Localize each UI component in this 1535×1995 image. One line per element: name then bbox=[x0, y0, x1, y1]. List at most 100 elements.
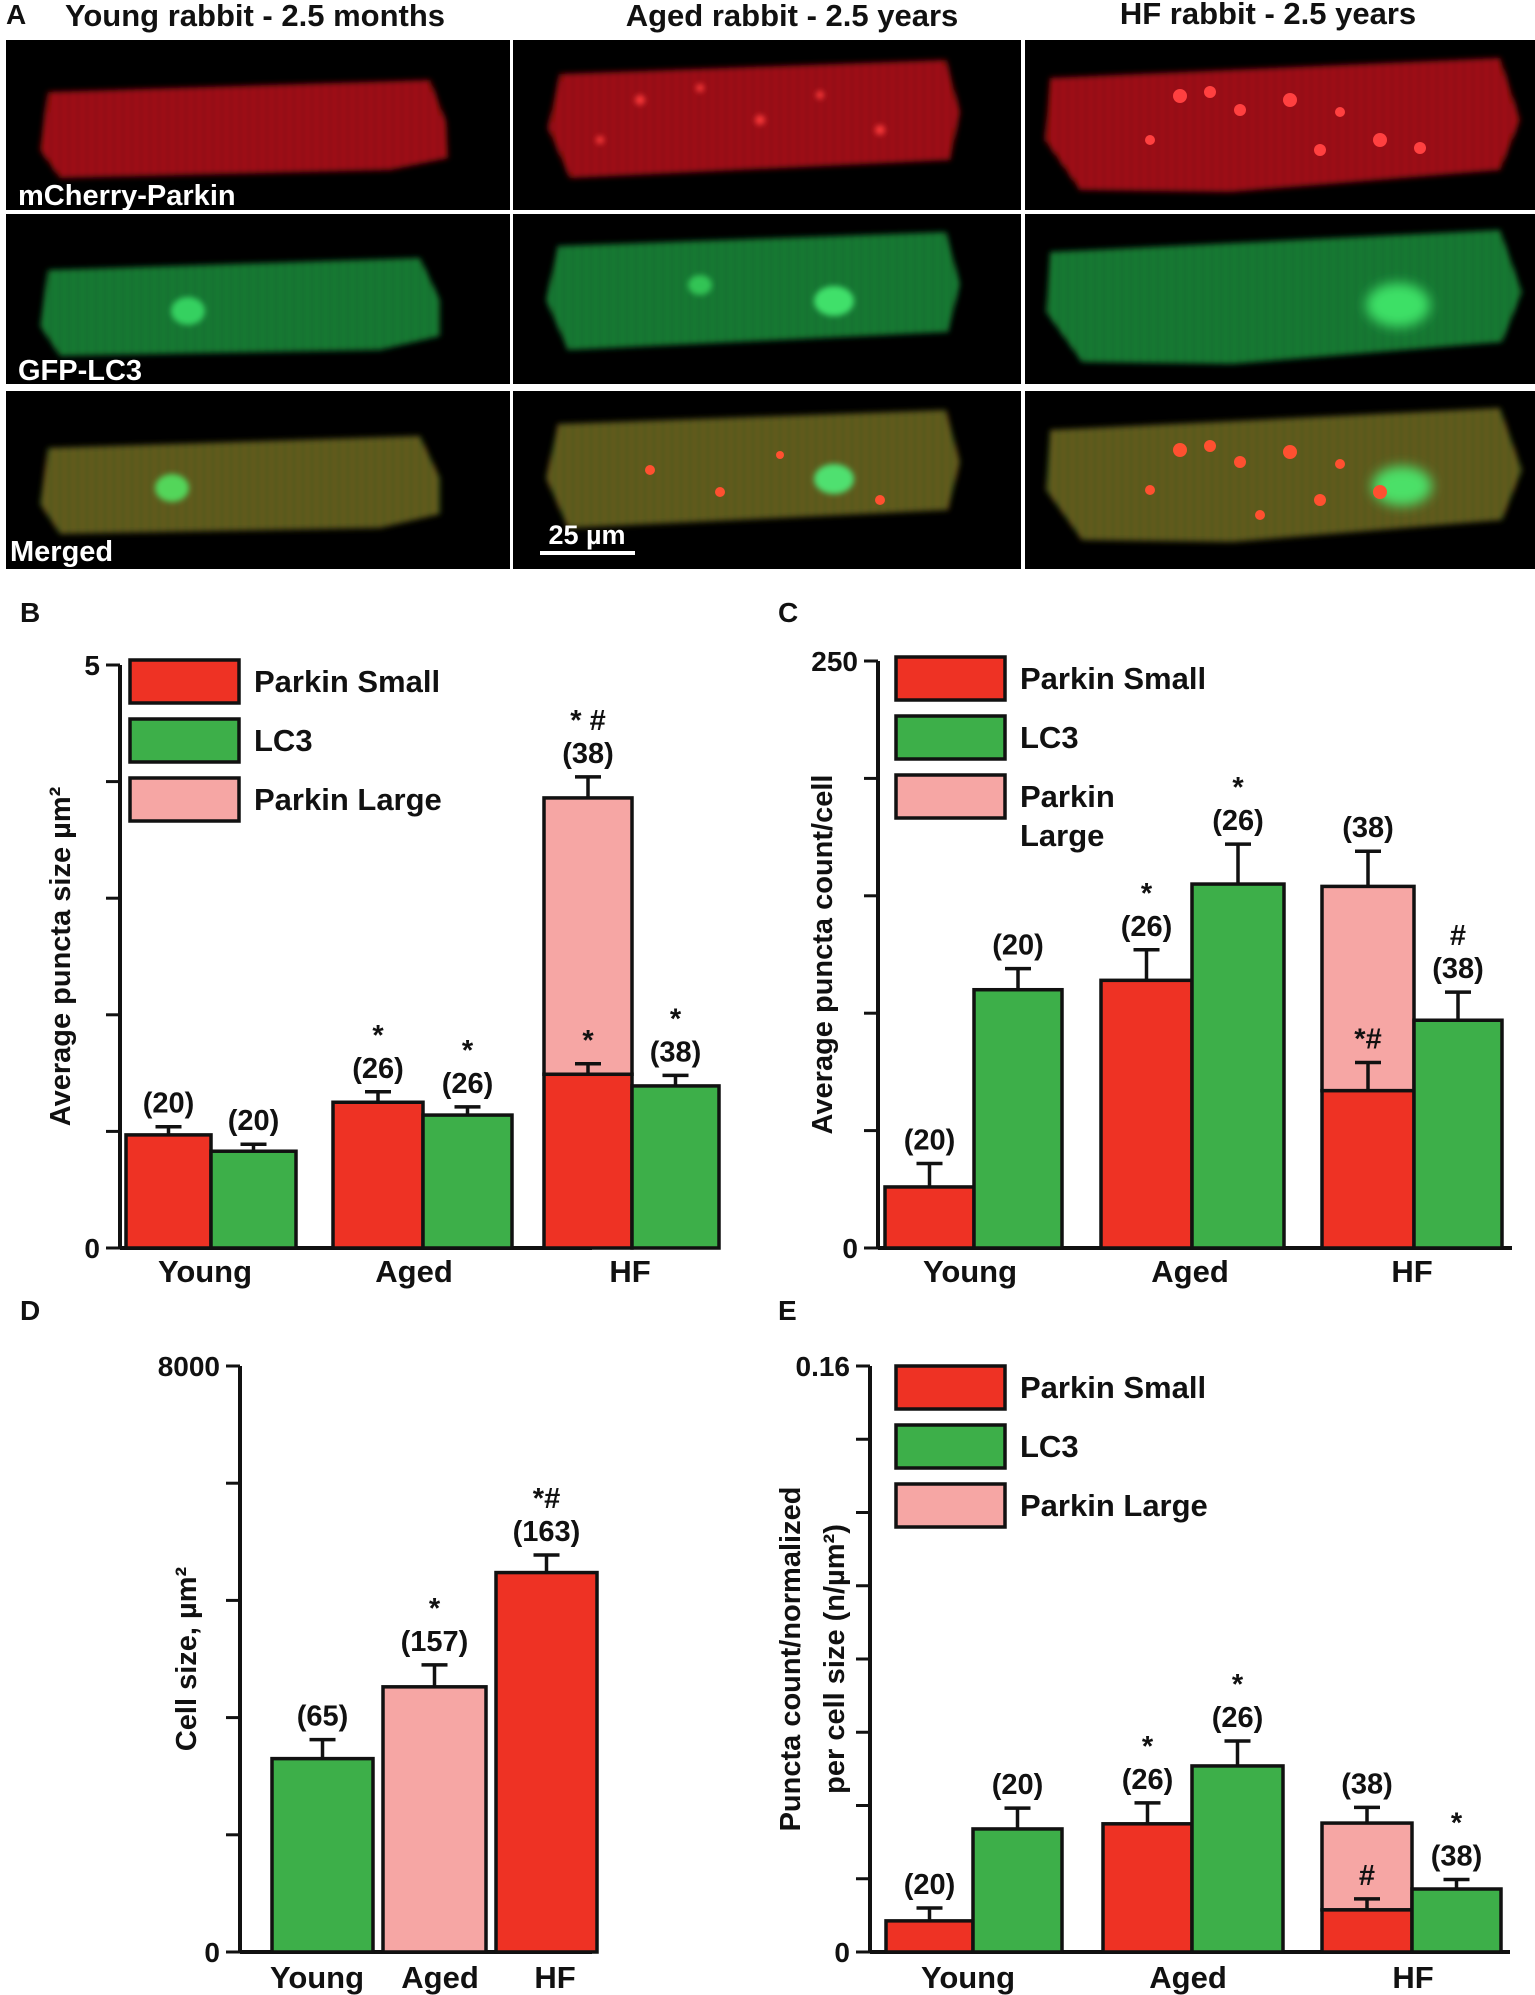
bar-annotation: # bbox=[1450, 920, 1466, 952]
bar-annotation: (38) bbox=[1342, 812, 1394, 844]
column-title-aged: Aged rabbit - 2.5 years bbox=[626, 0, 959, 33]
bar-annotation: (26) bbox=[352, 1053, 404, 1085]
bar-annotation: (26) bbox=[1212, 1702, 1264, 1734]
tile-hf-merged bbox=[1025, 391, 1535, 569]
bar-annotation: (20) bbox=[228, 1105, 280, 1137]
y-axis-label: per cell size (n/µm²) bbox=[819, 1524, 851, 1794]
category-label: Aged bbox=[1149, 1960, 1227, 1995]
scale-bar-label: 25 µm bbox=[548, 520, 625, 550]
bar-annotation: (26) bbox=[442, 1068, 494, 1100]
bar-annotation: (20) bbox=[143, 1088, 195, 1120]
bar-lc3 bbox=[1412, 1018, 1504, 1250]
bar-lc3 bbox=[971, 1827, 1064, 1954]
panel-a: A Young rabbit - 2.5 months Aged rabbit … bbox=[6, 0, 1535, 569]
bar-lc3 bbox=[209, 1149, 298, 1250]
y-axis-label: Puncta count/normalized bbox=[775, 1487, 807, 1832]
panel-a-letter: A bbox=[6, 0, 26, 30]
legend-swatch bbox=[894, 655, 1007, 702]
legend-entry: LC3 bbox=[1020, 1429, 1079, 1464]
tile-hf-lc3 bbox=[1025, 214, 1535, 384]
chart-d: D 0 8000 Cell size, µm² Young Aged HF bbox=[20, 1295, 599, 1995]
legend-swatch bbox=[894, 1423, 1007, 1470]
bar-parkin-small bbox=[542, 1072, 634, 1250]
bar-annotation: * bbox=[1451, 1807, 1463, 1839]
legend-entry: Parkin Small bbox=[1020, 661, 1206, 696]
bar-annotation: *# bbox=[1354, 1024, 1381, 1056]
bar-annotation: * bbox=[372, 1020, 384, 1052]
bar-annotation: (38) bbox=[650, 1036, 702, 1068]
bar-annotation: (38) bbox=[1432, 953, 1484, 985]
bar-annotation: (20) bbox=[992, 1769, 1044, 1801]
category-label: Young bbox=[921, 1960, 1015, 1995]
bar-lc3 bbox=[972, 987, 1064, 1250]
bar-annotation: * # bbox=[570, 705, 605, 737]
y-tick-label: 0 bbox=[84, 1233, 100, 1264]
bar-parkin-small bbox=[1320, 1088, 1416, 1250]
bar-annotation: * bbox=[462, 1035, 474, 1067]
bar-lc3 bbox=[1190, 1764, 1285, 1954]
legend-entry: Parkin Large bbox=[1020, 1488, 1208, 1523]
bar-parkin-small bbox=[331, 1100, 425, 1250]
chart-b: B 0 5 Average puncta size µm² Young Aged HF Par… bbox=[20, 597, 721, 1289]
y-tick-label: 8000 bbox=[158, 1351, 220, 1382]
bar-annotation: * bbox=[582, 1025, 594, 1057]
y-tick-label: 250 bbox=[811, 646, 858, 677]
category-label: Aged bbox=[1151, 1254, 1229, 1289]
bar-annotation: * bbox=[1141, 878, 1153, 910]
bar-lc3 bbox=[1190, 882, 1286, 1250]
y-tick-label: 5 bbox=[84, 650, 100, 681]
category-label: HF bbox=[1392, 1960, 1433, 1995]
bar-annotation: (163) bbox=[513, 1516, 581, 1548]
bar-annotation: (157) bbox=[401, 1626, 469, 1658]
bar-lc3 bbox=[630, 1084, 721, 1250]
row-label-parkin: mCherry-Parkin bbox=[18, 180, 236, 212]
chart-e: E 0 0.16 Puncta count/normalized per cell si… bbox=[775, 1295, 1510, 1995]
legend-swatch bbox=[894, 1482, 1007, 1529]
bar-charts: B 0 5 Average puncta size µm² Young Aged HF Par… bbox=[20, 597, 1512, 1995]
legend-swatch bbox=[894, 1364, 1007, 1411]
tile-aged-parkin bbox=[513, 40, 1021, 210]
bar bbox=[381, 1685, 488, 1954]
tile-aged-lc3 bbox=[513, 214, 1021, 384]
category-label: Young bbox=[270, 1960, 364, 1995]
legend-entry: LC3 bbox=[254, 723, 313, 758]
bar-parkin-small bbox=[124, 1133, 213, 1250]
category-label: Young bbox=[158, 1254, 252, 1289]
y-axis-label: Average puncta count/cell bbox=[807, 775, 839, 1135]
category-label: Aged bbox=[375, 1254, 453, 1289]
legend-entry: Parkin bbox=[1020, 779, 1115, 814]
bar-annotation: * bbox=[1142, 1731, 1154, 1763]
legend-entry: Parkin Large bbox=[254, 782, 442, 817]
bar-parkin-large bbox=[1320, 884, 1416, 1093]
bar-parkin-small bbox=[884, 1919, 975, 1954]
category-label: HF bbox=[609, 1254, 650, 1289]
y-tick-label: 0 bbox=[204, 1937, 220, 1968]
y-axis-label: Cell size, µm² bbox=[171, 1566, 203, 1751]
bar-annotation: * bbox=[670, 1003, 682, 1035]
column-title-young: Young rabbit - 2.5 months bbox=[65, 0, 445, 33]
tile-hf-parkin bbox=[1025, 40, 1535, 210]
row-label-merged: Merged bbox=[10, 536, 113, 568]
bar-annotation: (20) bbox=[904, 1124, 956, 1156]
category-label: HF bbox=[534, 1960, 575, 1995]
bar-annotation: (38) bbox=[1431, 1840, 1483, 1872]
tile-young-parkin bbox=[6, 40, 510, 210]
legend-swatch bbox=[894, 714, 1007, 761]
bar-parkin-small bbox=[1101, 1822, 1194, 1954]
legend-entry: Parkin Small bbox=[1020, 1370, 1206, 1405]
category-label: Aged bbox=[401, 1960, 479, 1995]
tile-aged-merged bbox=[513, 391, 1021, 569]
bar-parkin-small bbox=[1099, 978, 1194, 1250]
bar-parkin-large bbox=[542, 796, 634, 1077]
bar-lc3 bbox=[1410, 1887, 1503, 1954]
y-tick-label: 0 bbox=[834, 1937, 850, 1968]
panel-letter: D bbox=[20, 1295, 40, 1326]
panel-letter: C bbox=[778, 597, 798, 628]
bar bbox=[494, 1570, 599, 1954]
chart-c: C 0 250 Average puncta count/cell Young Aged H… bbox=[778, 597, 1512, 1289]
scale-bar bbox=[540, 551, 635, 555]
row-label-lc3: GFP-LC3 bbox=[18, 355, 142, 387]
bar-annotation: (38) bbox=[562, 738, 614, 770]
bar-annotation: *# bbox=[533, 1483, 560, 1515]
